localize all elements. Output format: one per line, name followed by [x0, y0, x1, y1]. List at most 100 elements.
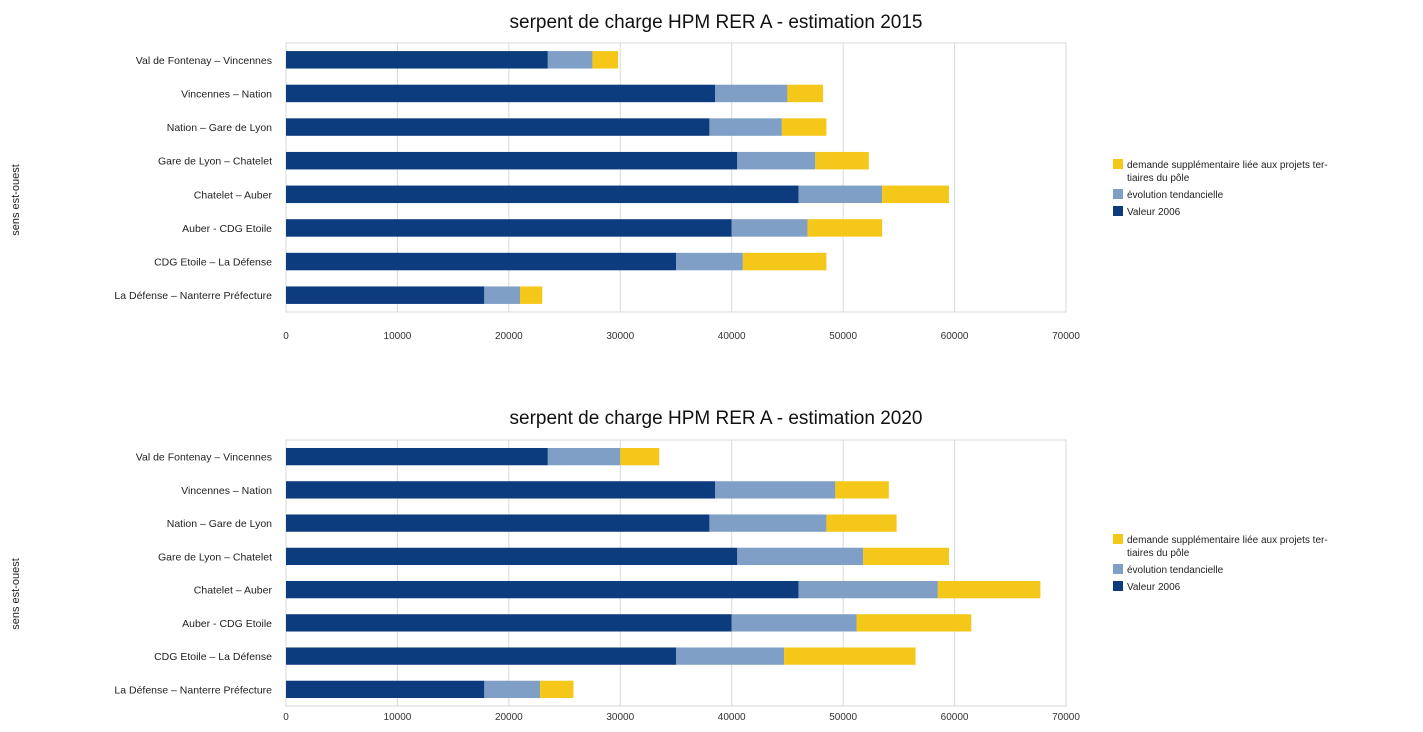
bar-segment-demande-supplementaire — [807, 219, 883, 237]
bar-segment-valeur-2006 — [286, 185, 799, 204]
bar-segment-evolution-tendancielle — [676, 647, 785, 665]
legend-label: demande supplémentaire liée aux projets … — [1127, 535, 1328, 546]
y-axis-label: sens est-ouest — [10, 558, 22, 630]
bar-segment-demande-supplementaire — [520, 286, 543, 304]
bar-segment-valeur-2006 — [286, 481, 715, 499]
bar-segment-demande-supplementaire — [826, 514, 897, 532]
bar-segment-valeur-2006 — [286, 647, 676, 665]
bar-segment-valeur-2006 — [286, 447, 548, 466]
bar-segment-evolution-tendancielle — [737, 547, 864, 566]
category-label: Auber - CDG Etoile — [182, 618, 272, 630]
x-tick-label: 60000 — [941, 331, 969, 342]
bar-segment-valeur-2006 — [286, 252, 676, 271]
x-tick-label: 50000 — [829, 331, 857, 342]
bar-segment-valeur-2006 — [286, 580, 799, 599]
bar-segment-valeur-2006 — [286, 514, 710, 532]
bar-segment-demande-supplementaire — [863, 547, 949, 566]
x-tick-label: 50000 — [829, 712, 857, 723]
category-label: CDG Etoile – La Défense — [154, 651, 272, 663]
category-label: Vincennes – Nation — [181, 88, 272, 100]
bar-segment-evolution-tendancielle — [484, 286, 520, 304]
bar-segment-evolution-tendancielle — [547, 51, 593, 69]
legend-swatch — [1113, 206, 1123, 216]
x-tick-label: 70000 — [1052, 712, 1080, 723]
bar-segment-evolution-tendancielle — [715, 481, 836, 499]
category-label: Gare de Lyon – Chatelet — [158, 156, 272, 168]
bar-segment-demande-supplementaire — [856, 614, 972, 632]
chart-estimation-2015: serpent de charge HPM RER A - estimation… — [10, 12, 1328, 342]
y-axis-label: sens est-ouest — [10, 164, 22, 236]
category-label: Nation – Gare de Lyon — [167, 122, 272, 134]
x-tick-label: 40000 — [718, 331, 746, 342]
legend-label: évolution tendancielle — [1127, 565, 1224, 576]
category-label: Chatelet – Auber — [194, 189, 273, 201]
bar-segment-valeur-2006 — [286, 219, 732, 237]
bar-segment-evolution-tendancielle — [798, 185, 883, 204]
x-tick-label: 30000 — [606, 712, 634, 723]
x-tick-label: 70000 — [1052, 331, 1080, 342]
category-label: Val de Fontenay – Vincennes — [136, 55, 272, 67]
x-tick-label: 0 — [283, 331, 289, 342]
bar-segment-demande-supplementaire — [835, 481, 889, 499]
bar-segment-evolution-tendancielle — [798, 580, 938, 599]
category-label: Auber - CDG Etoile — [182, 223, 272, 235]
legend-swatch — [1113, 189, 1123, 199]
legend-label: Valeur 2006 — [1127, 207, 1181, 218]
category-label: Nation – Gare de Lyon — [167, 518, 272, 530]
x-tick-label: 30000 — [606, 331, 634, 342]
bar-segment-demande-supplementaire — [592, 51, 619, 69]
category-label: Vincennes – Nation — [181, 485, 272, 497]
category-label: Gare de Lyon – Chatelet — [158, 551, 272, 563]
category-label: CDG Etoile – La Défense — [154, 257, 272, 269]
x-tick-label: 40000 — [718, 712, 746, 723]
bar-segment-demande-supplementaire — [620, 447, 660, 466]
bar-segment-demande-supplementaire — [937, 580, 1041, 599]
bar-segment-evolution-tendancielle — [731, 219, 808, 237]
bar-segment-demande-supplementaire — [815, 151, 869, 170]
x-tick-label: 10000 — [384, 712, 412, 723]
legend-label: tiaires du pôle — [1127, 173, 1190, 184]
bar-segment-evolution-tendancielle — [731, 614, 857, 632]
bar-segment-evolution-tendancielle — [709, 514, 827, 532]
bar-segment-demande-supplementaire — [540, 680, 574, 699]
legend-label: tiaires du pôle — [1127, 548, 1190, 559]
bar-segment-demande-supplementaire — [742, 252, 827, 271]
category-label: Chatelet – Auber — [194, 585, 273, 597]
legend-label: évolution tendancielle — [1127, 190, 1224, 201]
x-tick-label: 20000 — [495, 331, 523, 342]
bar-segment-valeur-2006 — [286, 286, 485, 304]
x-tick-label: 0 — [283, 712, 289, 723]
legend-swatch — [1113, 581, 1123, 591]
legend-label: Valeur 2006 — [1127, 582, 1181, 593]
bar-segment-demande-supplementaire — [784, 647, 916, 665]
bar-segment-evolution-tendancielle — [737, 151, 816, 170]
bar-segment-valeur-2006 — [286, 118, 710, 136]
bar-segment-evolution-tendancielle — [715, 84, 788, 103]
chart-estimation-2020: serpent de charge HPM RER A - estimation… — [10, 408, 1328, 723]
bar-segment-demande-supplementaire — [787, 84, 824, 103]
legend-label: demande supplémentaire liée aux projets … — [1127, 160, 1328, 171]
bar-segment-valeur-2006 — [286, 680, 485, 699]
plot-area — [285, 42, 1067, 313]
category-label: La Défense – Nanterre Préfecture — [114, 290, 272, 302]
chart-title: serpent de charge HPM RER A - estimation… — [510, 408, 923, 429]
bar-segment-demande-supplementaire — [882, 185, 949, 204]
bar-segment-evolution-tendancielle — [676, 252, 743, 271]
x-tick-label: 10000 — [384, 331, 412, 342]
x-tick-label: 20000 — [495, 712, 523, 723]
bar-segment-demande-supplementaire — [781, 118, 827, 136]
legend-swatch — [1113, 534, 1123, 544]
bar-segment-evolution-tendancielle — [709, 118, 782, 136]
bar-segment-valeur-2006 — [286, 84, 715, 103]
bar-segment-valeur-2006 — [286, 547, 738, 566]
category-label: Val de Fontenay – Vincennes — [136, 452, 272, 464]
chart-title: serpent de charge HPM RER A - estimation… — [510, 12, 923, 33]
bar-segment-valeur-2006 — [286, 51, 548, 69]
legend-swatch — [1113, 159, 1123, 169]
legend-swatch — [1113, 564, 1123, 574]
category-label: La Défense – Nanterre Préfecture — [114, 684, 272, 696]
plot-area — [285, 439, 1067, 707]
bar-segment-evolution-tendancielle — [484, 680, 541, 699]
bar-segment-evolution-tendancielle — [547, 447, 621, 466]
